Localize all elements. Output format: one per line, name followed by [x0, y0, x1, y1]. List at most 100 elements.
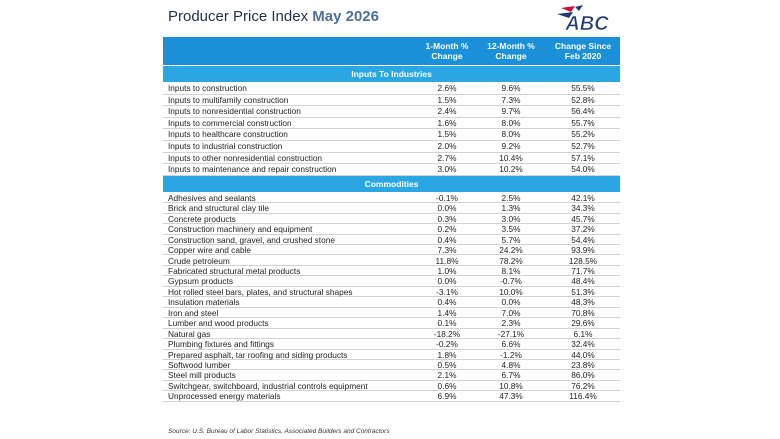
table-row: Natural gas -18.2% -27.1% 6.1% — [163, 328, 620, 340]
table-row: Hot rolled steel bars, plates, and struc… — [163, 286, 620, 298]
cell-value: -0.2% — [436, 339, 458, 350]
row-label: Natural gas — [168, 328, 211, 339]
row-label: Inputs to nonresidential construction — [168, 106, 301, 117]
row-label: Hot rolled steel bars, plates, and struc… — [168, 286, 353, 297]
cell-value: 9.7% — [501, 106, 521, 117]
row-label: Inputs to industrial construction — [168, 141, 283, 151]
row-label: Gypsum products — [168, 276, 234, 287]
cell-value: 10.8% — [499, 380, 523, 391]
cell-value: 0.4% — [437, 234, 457, 245]
cell-value: 1.8% — [437, 349, 457, 360]
cell-value: 55.2% — [571, 129, 595, 140]
row-label: Inputs to commercial construction — [168, 117, 292, 128]
cell-value: 56.4% — [571, 106, 595, 117]
table-row: Construction machinery and equipment 0.2%… — [163, 224, 620, 235]
cell-value: 8.1% — [501, 265, 521, 276]
cell-value: 48.3% — [571, 297, 595, 308]
cell-value: 76.2% — [571, 380, 595, 391]
row-label: Unprocessed energy materials — [168, 391, 281, 402]
table-row: Inputs to industrial construction 2.0% 9.2… — [163, 141, 620, 153]
cell-value: 71.7% — [571, 265, 595, 276]
cell-value: 2.4% — [437, 106, 457, 117]
cell-value: 2.7% — [437, 152, 457, 163]
table-row: Copper wire and cable 7.3% 24.2% 93.9% — [163, 245, 620, 256]
row-label: Inputs to maintenance and repair constru… — [168, 164, 337, 175]
logo-stripe — [575, 5, 583, 11]
row-label: Inputs to healthcare construction — [168, 129, 288, 140]
cell-value: 47.3% — [499, 391, 523, 402]
table-row: Softwood lumber 0.5% 4.8% 23.8% — [163, 360, 620, 371]
cell-value: 0.2% — [437, 224, 457, 235]
table-row: Inputs to maintenance and repair constru… — [163, 164, 620, 176]
cell-value: 0.0% — [501, 297, 521, 308]
cell-value: 48.4% — [571, 276, 595, 287]
cell-value: 1.5% — [437, 94, 457, 105]
table-row: Inputs to nonresidential construction 2.4… — [163, 106, 620, 118]
cell-value: 0.6% — [437, 380, 457, 391]
cell-value: 1.0% — [437, 265, 457, 276]
row-label: Softwood lumber — [168, 360, 231, 370]
cell-value: 128.5% — [568, 255, 598, 266]
row-label: Switchgear, switchboard, industrial cont… — [168, 380, 368, 391]
cell-value: 93.9% — [571, 245, 595, 256]
cell-value: 29.6% — [571, 318, 595, 329]
table-row: Fabricated structural metal products 1.0%… — [163, 265, 620, 277]
cell-value: 11.8% — [435, 255, 459, 266]
cell-value: 55.5% — [571, 83, 595, 93]
cell-value: 7.3% — [437, 245, 457, 256]
row-label: Crude petroleum — [168, 255, 230, 266]
table-row: Construction sand, gravel, and crushed s… — [163, 234, 620, 246]
cell-value: 6.6% — [501, 339, 521, 350]
cell-value: 37.2% — [571, 224, 595, 235]
cell-value: 34.3% — [571, 203, 595, 214]
cell-value: 6.1% — [573, 328, 593, 339]
cell-value: 9.2% — [501, 141, 521, 151]
row-label: Iron and steel — [168, 307, 219, 318]
cell-value: 54.0% — [571, 164, 595, 175]
row-label: Concrete products — [168, 213, 236, 224]
cell-value: 10.4% — [499, 152, 523, 163]
table-row: Lumber and wood products 0.1% 2.3% 29.6% — [163, 318, 620, 329]
row-label: Lumber and wood products — [168, 318, 269, 329]
table-row: Prepared asphalt, tar roofing and siding… — [163, 350, 620, 360]
cell-value: 23.8% — [571, 360, 595, 370]
cell-value: 8.0% — [501, 117, 521, 128]
logo-stripe — [561, 6, 575, 12]
table-row: Inputs to other nonresidential construct… — [163, 153, 620, 165]
cell-value: -3.1% — [436, 286, 458, 297]
table-row: Inputs to commercial construction 1.6% 8.0… — [163, 118, 620, 130]
table-row: Unprocessed energy materials 6.9% 47.3% 116… — [163, 391, 620, 402]
logo: ABC — [557, 5, 610, 35]
cell-value: 52.7% — [571, 141, 595, 151]
section-header: Inputs To Industries — [163, 66, 620, 82]
cell-value: 0.0% — [437, 276, 457, 287]
cell-value: 0.0% — [437, 203, 457, 214]
cell-value: 5.7% — [501, 234, 521, 245]
row-label: Copper wire and cable — [168, 245, 252, 256]
row-label: Inputs to construction — [168, 83, 247, 93]
cell-value: 8.0% — [501, 129, 521, 140]
row-label: Plumbing fixtures and fittings — [168, 339, 275, 350]
cell-value: 0.5% — [437, 360, 457, 370]
cell-value: 0.1% — [437, 318, 457, 329]
cell-value: 78.2% — [499, 255, 523, 266]
row-label: Construction machinery and equipment — [168, 224, 313, 235]
logo-text: ABC — [564, 13, 609, 35]
cell-value: 1.6% — [437, 117, 457, 128]
cell-value: 2.5% — [501, 192, 521, 203]
cell-value: 10.0% — [499, 286, 523, 297]
cell-value: 3.0% — [501, 213, 521, 224]
cell-value: 3.0% — [437, 164, 457, 175]
table-row: Iron and steel 1.4% 7.0% 70.8% — [163, 307, 620, 319]
column-header: 12-Month % Change — [487, 41, 535, 61]
table-row: Steel mill products 2.1% 6.7% 86.0% — [163, 370, 620, 381]
row-label: Brick and structural clay tile — [168, 203, 269, 214]
cell-value: 55.7% — [571, 117, 595, 128]
column-header: 1-Month % Change — [425, 41, 469, 61]
row-label: Steel mill products — [168, 370, 236, 381]
cell-value: 1.4% — [437, 307, 457, 318]
table-row: Inputs to multifamily construction 1.5% 7.… — [163, 95, 620, 107]
column-header: Change Since Feb 2020 — [554, 41, 612, 61]
title: Producer Price Index May 2026 — [168, 8, 379, 25]
